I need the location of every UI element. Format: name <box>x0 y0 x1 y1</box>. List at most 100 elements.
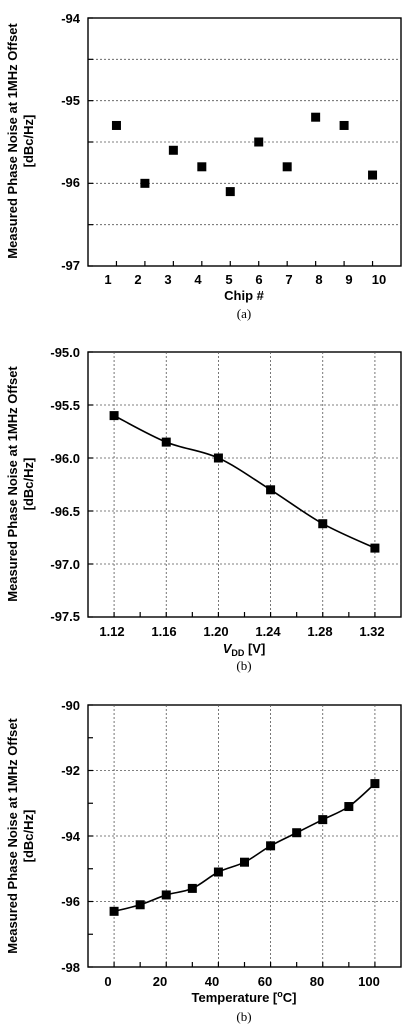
chart-c-points <box>109 779 380 916</box>
chart-a-data-point <box>339 120 349 130</box>
chart-c-data-point <box>370 779 380 789</box>
chart-a-ticks <box>88 17 374 267</box>
chart-a: -94 -95 -96 -97 1 2 3 4 5 6 7 8 9 10 Chi… <box>5 11 402 321</box>
chart-b-x-tick-label: 1.24 <box>255 624 281 639</box>
chart-c-y-axis-label-line1: Measured Phase Noise at 1MHz Offset <box>5 718 20 954</box>
chart-b-x-tick-label: 1.28 <box>307 624 332 639</box>
chart-c-data-point <box>344 802 354 812</box>
chart-b-x-tick-label: 1.20 <box>203 624 228 639</box>
chart-b-data-point <box>318 519 328 529</box>
chart-a-x-tick-label: 2 <box>134 272 141 287</box>
chart-a-data-point <box>140 178 150 188</box>
chart-c-x-axis-label-superscript: o <box>277 989 283 999</box>
chart-c-y-tick-label: -96 <box>61 894 80 909</box>
chart-c-caption: (b) <box>236 1009 251 1024</box>
chart-a-data-point <box>225 187 235 197</box>
chart-c-x-tick-labels: 0 20 40 60 80 100 <box>104 974 379 989</box>
chart-a-points <box>111 112 378 197</box>
chart-a-x-tick-label: 9 <box>345 272 352 287</box>
chart-c-y-tick-label: -92 <box>61 763 80 778</box>
chart-b-data-point <box>109 411 119 421</box>
chart-b-y-axis-label-line1: Measured Phase Noise at 1MHz Offset <box>5 366 20 602</box>
chart-c-y-tick-labels: -90 -92 -94 -96 -98 <box>61 698 81 975</box>
chart-c: -90 -92 -94 -96 -98 0 20 40 60 80 100 Te… <box>5 698 402 1024</box>
chart-a-y-tick-label: -94 <box>61 11 81 26</box>
chart-b-y-tick-label: -96.0 <box>50 451 80 466</box>
chart-b-grid <box>88 352 401 617</box>
chart-a-data-point <box>168 145 178 155</box>
chart-b-x-tick-label: 1.12 <box>99 624 124 639</box>
chart-a-y-tick-label: -97 <box>61 258 80 273</box>
chart-c-data-point <box>213 867 223 877</box>
chart-c-ticks <box>88 704 376 968</box>
chart-c-data-point <box>187 883 197 893</box>
chart-b-ticks <box>88 351 376 618</box>
chart-c-data-point <box>240 857 249 867</box>
chart-a-y-tick-label: -96 <box>61 175 80 190</box>
chart-b-y-axis-label-line2: [dBc/Hz] <box>21 458 36 511</box>
chart-b-y-tick-label: -96.5 <box>50 504 80 519</box>
chart-a-x-tick-label: 7 <box>285 272 292 287</box>
chart-a-data-point <box>282 162 292 172</box>
chart-a-data-point <box>368 170 378 180</box>
chart-a-grid <box>88 58 401 226</box>
chart-b-x-tick-label: 1.32 <box>359 624 384 639</box>
chart-a-x-tick-label: 4 <box>194 272 202 287</box>
chart-b-data-point <box>161 437 171 447</box>
chart-c-data-point <box>109 906 119 916</box>
chart-c-x-tick-label: 40 <box>205 974 219 989</box>
chart-b-frame <box>87 351 402 618</box>
chart-c-y-tick-label: -98 <box>61 960 80 975</box>
chart-a-x-tick-label: 3 <box>164 272 171 287</box>
chart-a-x-tick-label: 6 <box>255 272 262 287</box>
chart-a-y-tick-label: -95 <box>61 93 80 108</box>
chart-c-grid <box>88 705 401 967</box>
chart-a-data-point <box>111 120 121 130</box>
chart-c-x-axis-label: Temperature [oC] <box>192 989 297 1005</box>
chart-b-data-point <box>266 485 276 495</box>
chart-b-x-tick-label: 1.16 <box>151 624 176 639</box>
chart-b-x-axis-label-unit: [V] <box>244 641 265 656</box>
chart-c-data-point <box>292 828 302 838</box>
chart-a-x-tick-label: 5 <box>225 272 232 287</box>
chart-b-x-axis-label-italic: V <box>223 641 233 656</box>
chart-b-y-tick-label: -95.5 <box>50 398 80 413</box>
chart-b-x-tick-labels: 1.12 1.16 1.20 1.24 1.28 1.32 <box>99 624 384 639</box>
chart-b: -95.0 -95.5 -96.0 -96.5 -97.0 -97.5 1.12… <box>5 345 402 673</box>
chart-a-x-tick-labels: 1 2 3 4 5 6 7 8 9 10 <box>104 272 386 287</box>
chart-c-x-tick-label: 60 <box>258 974 272 989</box>
chart-b-x-axis-label-subscript: DD <box>231 648 244 658</box>
chart-c-series-line <box>113 782 376 913</box>
chart-a-y-axis-label-line2: [dBc/Hz] <box>21 115 36 168</box>
chart-b-x-axis-label: VDD [V] <box>223 641 266 658</box>
chart-b-y-tick-label: -95.0 <box>50 345 80 360</box>
chart-b-data-point <box>213 453 223 463</box>
chart-b-data-point <box>370 543 380 553</box>
chart-a-x-tick-label: 8 <box>315 272 322 287</box>
chart-c-data-point <box>135 900 145 910</box>
chart-c-x-axis-label-post: C] <box>283 990 297 1005</box>
chart-a-y-axis-label-line1: Measured Phase Noise at 1MHz Offset <box>5 23 20 259</box>
chart-a-x-axis-label: Chip # <box>224 288 264 303</box>
chart-c-y-tick-label: -94 <box>61 829 81 844</box>
chart-b-y-tick-label: -97.5 <box>50 609 80 624</box>
chart-c-x-tick-label: 100 <box>358 974 380 989</box>
chart-c-x-axis-label-pre: Temperature [ <box>192 990 278 1005</box>
chart-b-caption: (b) <box>236 658 251 673</box>
chart-a-x-tick-label: 10 <box>372 272 386 287</box>
chart-b-y-tick-label: -97.0 <box>50 557 80 572</box>
chart-a-y-tick-labels: -94 -95 -96 -97 <box>61 11 81 273</box>
chart-c-data-point <box>266 841 276 851</box>
chart-c-data-point <box>161 890 171 900</box>
chart-b-y-tick-labels: -95.0 -95.5 -96.0 -96.5 -97.0 -97.5 <box>50 345 80 624</box>
chart-a-data-point <box>254 137 264 147</box>
chart-c-x-tick-label: 80 <box>310 974 324 989</box>
chart-c-y-tick-label: -90 <box>61 698 80 713</box>
chart-c-x-tick-label: 20 <box>153 974 167 989</box>
chart-b-series-line <box>113 414 376 549</box>
chart-c-x-tick-label: 0 <box>104 974 111 989</box>
chart-a-x-tick-label: 1 <box>104 272 111 287</box>
chart-c-y-axis-label-line2: [dBc/Hz] <box>21 810 36 863</box>
chart-a-data-point <box>197 162 207 172</box>
